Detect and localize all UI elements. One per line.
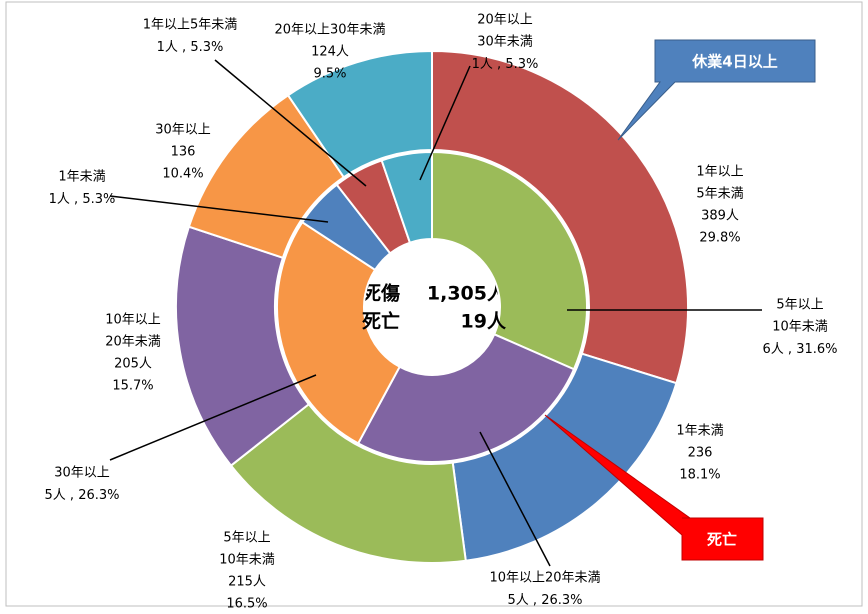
value-label: 215人 — [228, 575, 266, 590]
value-label: 6人 — [763, 342, 784, 357]
slice-label: 20年未満 — [105, 335, 161, 350]
percent-label: 5.3% — [505, 57, 538, 72]
slice-label: 5年未満 — [696, 187, 743, 202]
slice-label: 10年未満 — [772, 320, 828, 335]
slice — [380, 150, 433, 244]
value-label: 5人 — [508, 593, 529, 608]
leader-line — [479, 431, 551, 567]
value-label: 205人 — [114, 357, 152, 372]
percent-label: 18.1% — [679, 468, 720, 483]
percent-label: 26.3% — [541, 593, 582, 608]
percent-label: 10.4% — [162, 167, 203, 182]
leader-line — [419, 65, 471, 181]
slice — [431, 49, 689, 385]
percent-label: 5.3% — [190, 40, 223, 55]
percent-label: 5.3% — [82, 192, 115, 207]
slice-value: 6人 , 31.6% — [763, 342, 838, 357]
slice-value: 1人 , 5.3% — [472, 57, 539, 72]
percent-label: 15.7% — [112, 379, 153, 394]
value-label: 136 — [171, 145, 196, 160]
value-label: 389人 — [701, 209, 739, 224]
slice-label: 20年以上 — [477, 13, 533, 28]
percent-label: 29.8% — [699, 231, 740, 246]
percent-label: 9.5% — [313, 67, 346, 82]
center-label: 死傷 — [362, 282, 400, 305]
value-label: 124人 — [311, 45, 349, 60]
separator: , — [66, 488, 78, 503]
slice — [356, 332, 576, 463]
leader-line — [214, 59, 367, 187]
slice-value: 5人 , 26.3% — [508, 593, 583, 608]
value-label: 1人 — [472, 57, 493, 72]
slice — [276, 220, 401, 445]
callout-box — [617, 39, 816, 141]
slice-label: 30年以上 — [54, 466, 110, 481]
callout-box — [544, 414, 764, 561]
percent-label: 26.3% — [78, 488, 119, 503]
leader-line — [109, 195, 329, 223]
slice-label: 10年以上20年未満 — [489, 571, 600, 586]
slice-label: 1年以上5年未満 — [143, 18, 238, 33]
percent-label: 31.6% — [796, 342, 837, 357]
center-total: 19人 — [461, 311, 507, 333]
slice-label: 1年未満 — [676, 424, 723, 439]
slice-value: 1人 , 5.3% — [49, 192, 116, 207]
slice-value: 1人 , 5.3% — [157, 40, 224, 55]
slice-label: 20年以上30年未満 — [274, 23, 385, 38]
center-total: 1,305人 — [427, 283, 507, 305]
slice-label: 30年以上 — [155, 123, 211, 138]
slice-value: 5人 , 26.3% — [45, 488, 120, 503]
separator: , — [784, 342, 796, 357]
slice — [286, 49, 433, 179]
slice-label: 30年未満 — [477, 35, 533, 50]
value-label: 1人 — [49, 192, 70, 207]
percent-label: 16.5% — [226, 597, 267, 611]
value-label: 1人 — [157, 40, 178, 55]
value-label: 236 — [688, 446, 713, 461]
separator: , — [493, 57, 505, 72]
slice — [431, 150, 588, 371]
slice-label: 10年未満 — [219, 553, 275, 568]
slice-label: 10年以上 — [105, 313, 161, 328]
leader-line — [109, 374, 317, 461]
separator: , — [178, 40, 190, 55]
separator: , — [529, 593, 541, 608]
separator: , — [70, 192, 82, 207]
slice-label: 5年以上 — [776, 298, 823, 313]
center-label: 死亡 — [362, 310, 400, 333]
callout-text: 休業4日以上 — [691, 53, 777, 71]
value-label: 5人 — [45, 488, 66, 503]
slice-label: 1年未満 — [58, 170, 105, 185]
slice-label: 5年以上 — [223, 531, 270, 546]
slice-label: 1年以上 — [696, 165, 743, 180]
callout-text: 死亡 — [707, 531, 737, 549]
